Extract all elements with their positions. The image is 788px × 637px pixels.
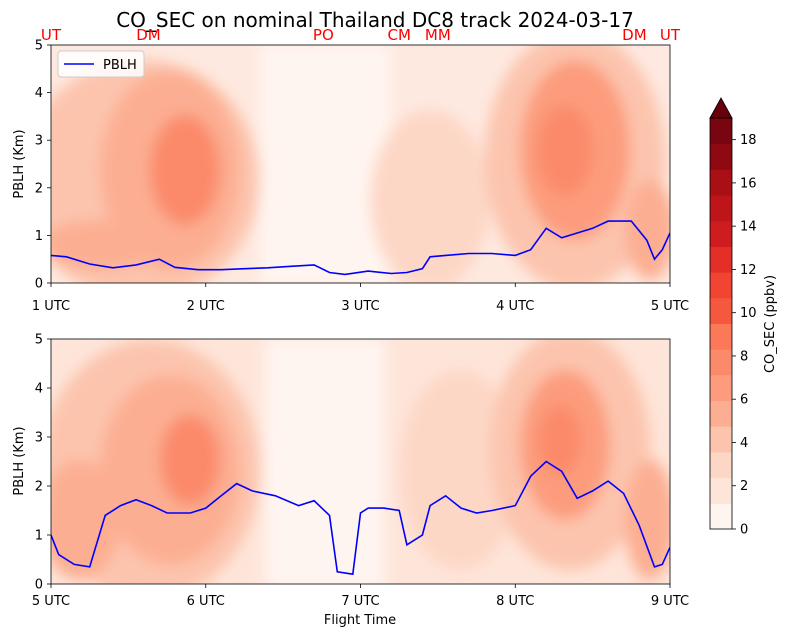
track-marker-label: DM bbox=[136, 26, 161, 44]
colorbar-level bbox=[710, 323, 732, 350]
panel-top: 1 UTC 2 UTC 3 UTC 4 UTC 5 UTC 0 1 2 3 4 5 PBLH (K… bbox=[12, 39, 689, 315]
chart-title: CO_SEC on nominal Thailand DC8 track 202… bbox=[116, 8, 634, 32]
colorbar-level bbox=[710, 503, 732, 530]
y-tick-label: 3 bbox=[35, 431, 43, 446]
x-tick-label: 7 UTC bbox=[341, 594, 379, 609]
colorbar-tick-label: 16 bbox=[740, 176, 757, 191]
y-axis-bottom: 0 1 2 3 4 5 bbox=[35, 333, 51, 593]
colorbar-level bbox=[710, 169, 732, 196]
legend: PBLH bbox=[57, 50, 145, 78]
colorbar-level bbox=[710, 426, 732, 453]
x-tick-label: 3 UTC bbox=[341, 299, 379, 314]
x-tick-label: 9 UTC bbox=[651, 594, 689, 609]
colorbar-level bbox=[710, 246, 732, 273]
colorbar-label: CO_SEC (ppbv) bbox=[763, 275, 778, 373]
colorbar-level bbox=[710, 143, 732, 170]
y-tick-label: 2 bbox=[35, 480, 43, 495]
colorbar-tick-label: 14 bbox=[740, 220, 757, 235]
contour-field-top bbox=[51, 45, 670, 283]
x-tick-label: 2 UTC bbox=[187, 299, 225, 314]
y-tick-label: 4 bbox=[35, 382, 43, 397]
track-marker-label: DM bbox=[622, 26, 647, 44]
y-tick-label: 0 bbox=[35, 277, 43, 292]
top-markers: UT DM PO CM MM DM UT bbox=[41, 26, 681, 44]
track-marker-label: CM bbox=[387, 26, 410, 44]
colorbar-level bbox=[710, 451, 732, 479]
legend-pblh-label: PBLH bbox=[103, 58, 137, 73]
y-tick-label: 2 bbox=[35, 181, 43, 196]
colorbar-level bbox=[710, 477, 732, 504]
colorbar-tick-label: 4 bbox=[740, 436, 748, 451]
y-tick-label: 4 bbox=[35, 86, 43, 101]
x-tick-label: 5 UTC bbox=[32, 594, 70, 609]
colorbar: 0 2 4 6 8 10 12 14 16 18 CO_SEC (ppbv) bbox=[709, 97, 778, 538]
y-axis-top: 0 1 2 3 4 5 bbox=[35, 39, 51, 292]
x-tick-label: 5 UTC bbox=[651, 299, 689, 314]
y-axis-label-top: PBLH (Km) bbox=[12, 129, 27, 198]
x-tick-label: 8 UTC bbox=[496, 594, 534, 609]
colorbar-tick-label: 8 bbox=[740, 349, 748, 364]
track-marker-label: UT bbox=[41, 26, 62, 44]
colorbar-extend-max bbox=[709, 97, 733, 119]
colorbar-level bbox=[710, 272, 732, 299]
colorbar-level bbox=[710, 118, 732, 145]
y-tick-label: 3 bbox=[35, 134, 43, 149]
track-marker-label: MM bbox=[425, 26, 451, 44]
colorbar-level bbox=[710, 195, 732, 222]
y-tick-label: 5 bbox=[35, 39, 43, 54]
contour-field-bottom bbox=[51, 339, 670, 584]
x-axis-top: 1 UTC 2 UTC 3 UTC 4 UTC 5 UTC bbox=[32, 283, 689, 314]
colorbar-tick-label: 10 bbox=[740, 306, 757, 321]
panel-bottom: 5 UTC 6 UTC 7 UTC 8 UTC 9 UTC 0 1 2 3 4 5 PBLH (K… bbox=[12, 333, 689, 629]
x-tick-label: 6 UTC bbox=[187, 594, 225, 609]
pblh-line-bottom bbox=[51, 460, 670, 576]
x-axis-label-bottom: Flight Time bbox=[324, 613, 396, 628]
pblh-line-top bbox=[51, 220, 670, 276]
y-tick-label: 0 bbox=[35, 578, 43, 593]
y-tick-label: 1 bbox=[35, 229, 43, 244]
colorbar-level bbox=[710, 297, 732, 324]
colorbar-level bbox=[710, 349, 732, 376]
colorbar-tick-label: 2 bbox=[740, 479, 748, 494]
colorbar-level bbox=[710, 220, 732, 247]
y-tick-label: 1 bbox=[35, 529, 43, 544]
x-tick-label: 1 UTC bbox=[32, 299, 70, 314]
colorbar-tick-label: 18 bbox=[740, 133, 757, 148]
y-tick-label: 5 bbox=[35, 333, 43, 348]
y-axis-label-bottom: PBLH (Km) bbox=[12, 426, 27, 495]
track-marker-label: PO bbox=[313, 26, 334, 44]
colorbar-level bbox=[710, 400, 732, 427]
track-marker-label: UT bbox=[660, 26, 681, 44]
colorbar-tick-label: 6 bbox=[740, 393, 748, 408]
colorbar-level bbox=[710, 374, 732, 402]
x-axis-bottom: 5 UTC 6 UTC 7 UTC 8 UTC 9 UTC bbox=[32, 584, 689, 609]
x-tick-label: 4 UTC bbox=[496, 299, 534, 314]
colorbar-tick-label: 12 bbox=[740, 263, 757, 278]
colorbar-tick-label: 0 bbox=[740, 523, 748, 538]
